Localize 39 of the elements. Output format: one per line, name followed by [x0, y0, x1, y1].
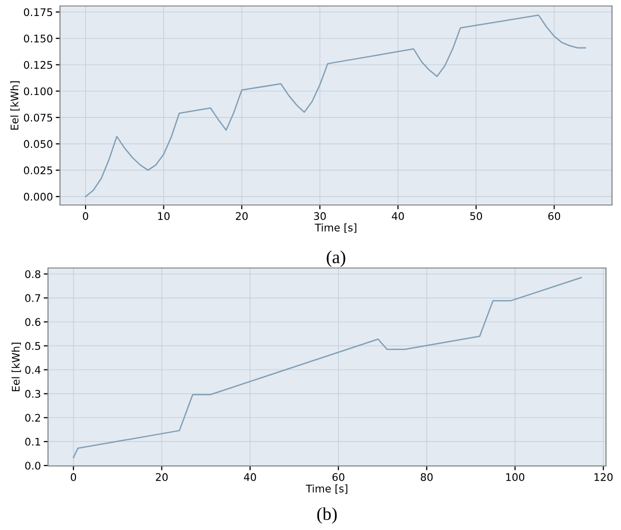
x-tick-label: 0	[70, 473, 76, 482]
y-tick-label: 0.050	[24, 140, 52, 148]
x-axis-title: Time [s]	[314, 223, 356, 233]
y-tick-label: 0.4	[25, 366, 40, 374]
y-tick-label: 0.8	[25, 270, 40, 278]
y-tick-label: 0.150	[24, 34, 52, 42]
y-tick-label: 0.125	[24, 60, 52, 69]
y-tick-label: 0.175	[24, 8, 52, 16]
y-tick-label: 0.7	[25, 294, 40, 302]
y-tick-label: 0.5	[25, 342, 40, 350]
x-tick-label: 10	[158, 212, 170, 220]
x-tick-label: 40	[392, 212, 404, 220]
x-tick-label: 60	[332, 473, 344, 482]
y-tick-label: 0.000	[24, 192, 52, 201]
x-tick-label: 30	[314, 212, 326, 220]
y-tick-label: 0.6	[25, 318, 40, 326]
y-tick-label: 0.1	[25, 438, 40, 446]
y-tick-label: 0.100	[24, 87, 52, 96]
x-tick-label: 80	[420, 473, 433, 482]
text: (b)	[317, 507, 337, 524]
x-tick-label: 40	[244, 473, 256, 482]
x-axis-title: Time [s]	[306, 484, 348, 494]
x-tick-label: 20	[236, 212, 248, 220]
x-tick-label: 20	[156, 473, 168, 482]
x-tick-label: 100	[506, 473, 524, 482]
y-axis-title: Eel [kWh]	[12, 342, 21, 392]
line-series	[72, 276, 582, 458]
x-tick-label: 120	[594, 473, 613, 482]
x-tick-label: 50	[470, 212, 482, 220]
x-tick-label: 60	[548, 212, 560, 220]
y-tick-label: 0.3	[25, 390, 40, 398]
y-tick-label: 0.025	[24, 166, 52, 174]
text: (a)	[326, 250, 346, 267]
y-axis-title: Eel [kWh]	[10, 81, 20, 130]
y-tick-label: 0.2	[25, 414, 40, 422]
x-tick-label: 0	[82, 212, 88, 220]
line-series	[84, 14, 586, 198]
y-tick-label: 0.075	[24, 114, 52, 122]
y-tick-label: 0.0	[25, 462, 40, 470]
